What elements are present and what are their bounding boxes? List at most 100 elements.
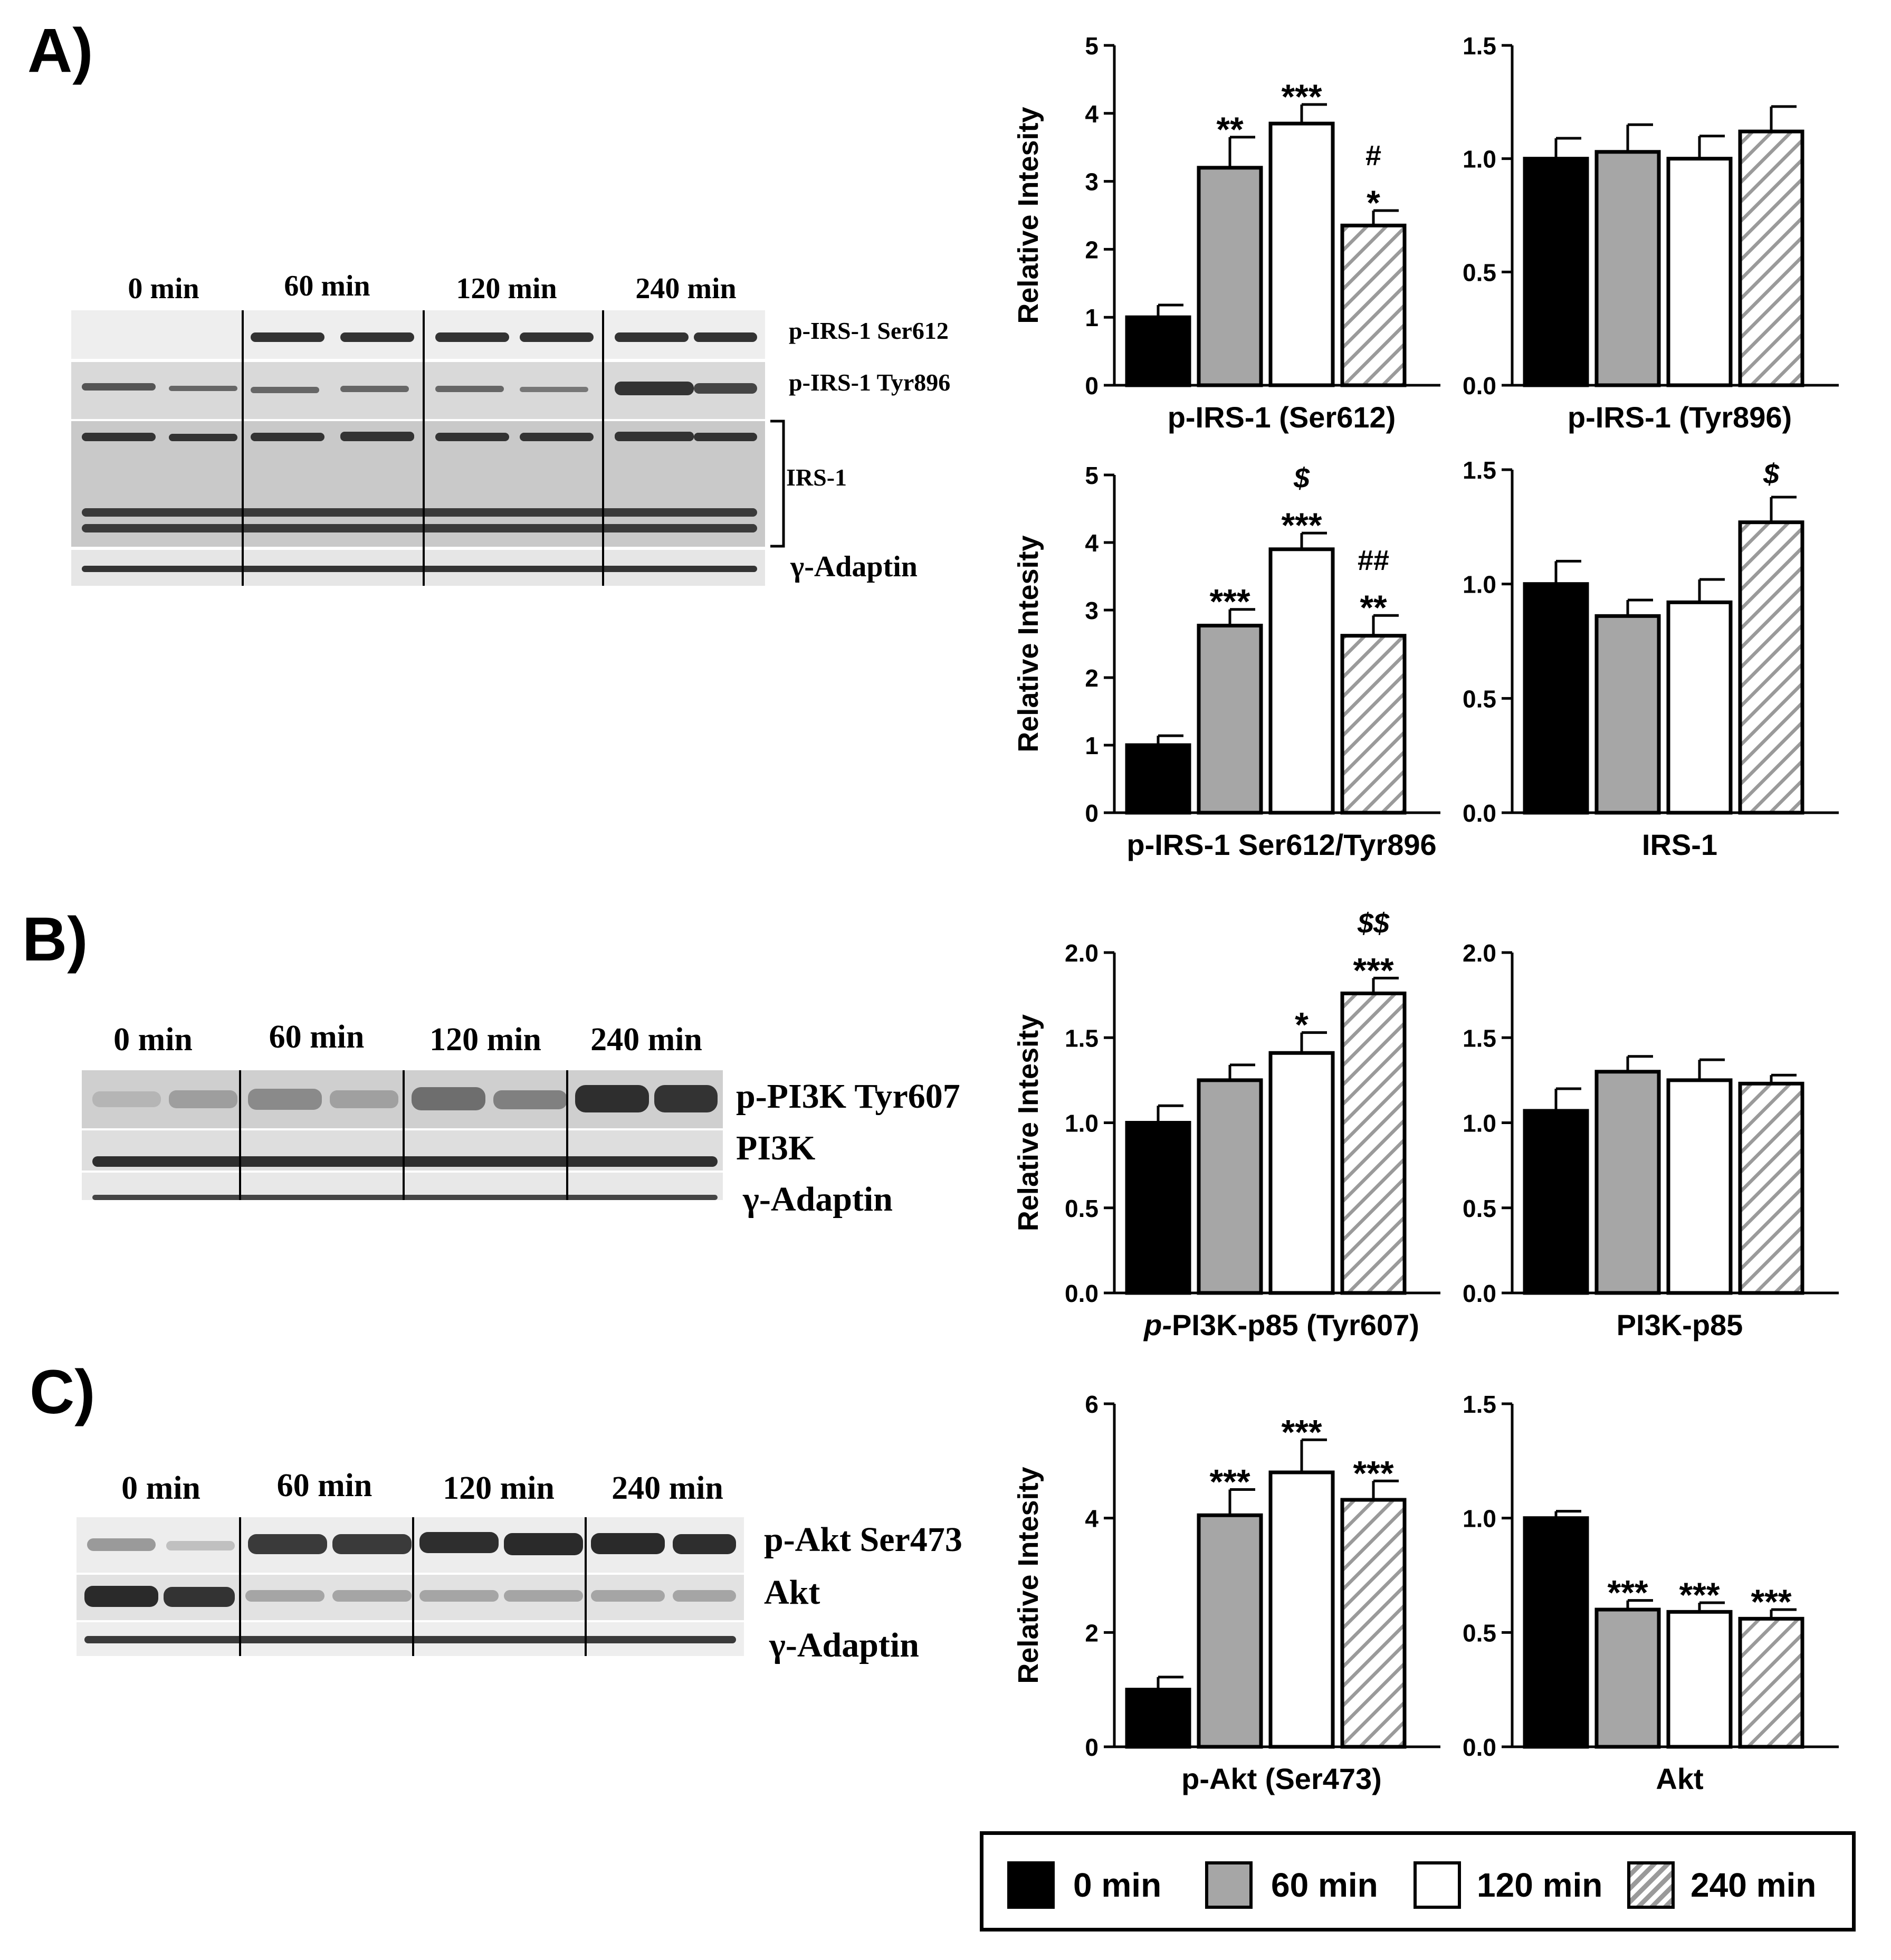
legend-swatch-60min <box>1205 1861 1253 1909</box>
chart-3-bar-120min <box>1268 547 1335 815</box>
chart-1-significance: # <box>1365 140 1381 172</box>
blot-b-band-1: p-PI3K Tyr607 <box>736 1077 960 1116</box>
blot-c-band-1: p-Akt Ser473 <box>764 1520 962 1559</box>
blot-b-time-60: 60 min <box>269 1019 365 1055</box>
blot-c-time-0: 0 min <box>121 1470 200 1506</box>
chart-1-significance: *** <box>1281 77 1322 116</box>
chart-1-significance: ** <box>1216 110 1244 149</box>
blot-a-time-120: 120 min <box>456 272 557 305</box>
chart-2-tick-label: 0.0 <box>1463 372 1496 399</box>
chart-3-bar-60min <box>1197 623 1263 815</box>
legend-swatch-240min <box>1627 1861 1675 1909</box>
chart-4-significance: $ <box>1763 458 1780 490</box>
chart-4-tick-label: 0.0 <box>1463 800 1496 827</box>
chart-5-significance: *** <box>1353 950 1393 989</box>
chart-3-xlabel: p-IRS-1 Ser612/Tyr896 <box>1126 828 1436 861</box>
chart-4-tick-label: 1.5 <box>1463 456 1496 484</box>
chart-8-tick-label: 0.5 <box>1463 1619 1496 1647</box>
chart-1-tick-label: 0 <box>1085 372 1099 399</box>
chart-5-significance: $$ <box>1357 907 1390 939</box>
legend-label-240min: 240 min <box>1691 1866 1817 1904</box>
blot-a-time-0: 0 min <box>128 272 199 305</box>
blot-c-band-3: γ-Adaptin <box>769 1626 919 1664</box>
chart-5-bar-0min <box>1125 1121 1191 1295</box>
blot-c-band-2: Akt <box>764 1573 820 1612</box>
chart-1-tick-label: 5 <box>1085 32 1099 60</box>
blot-b-time-0: 0 min <box>113 1022 193 1058</box>
chart-7-tick-label: 2 <box>1085 1619 1099 1647</box>
chart-3-significance: ## <box>1358 545 1389 576</box>
blot-c-time-60: 60 min <box>276 1468 373 1504</box>
blot-a-time-60: 60 min <box>284 270 370 302</box>
chart-8-tick-label: 1.5 <box>1463 1391 1496 1418</box>
chart-7-significance: *** <box>1209 1462 1250 1501</box>
chart-3-tick-label: 2 <box>1085 664 1099 692</box>
chart-5-significance: * <box>1295 1005 1309 1044</box>
chart-4-bar-120min <box>1666 600 1733 815</box>
chart-6-bar-120min <box>1666 1078 1733 1295</box>
legend-label-0min: 0 min <box>1073 1866 1162 1904</box>
chart-5-tick-label: 0.5 <box>1065 1195 1099 1222</box>
chart-2-xlabel: p-IRS-1 (Tyr896) <box>1568 401 1792 434</box>
chart-1-significance: * <box>1367 183 1380 222</box>
chart-4-bar-240min <box>1738 520 1804 815</box>
blot-b-bands <box>92 1070 718 1200</box>
chart-6-bar-240min <box>1738 1081 1804 1295</box>
blot-b-time-120: 120 min <box>429 1022 541 1058</box>
chart-1-ylabel: Relative Intesity <box>1013 107 1044 324</box>
chart-1-xlabel: p-IRS-1 (Ser612) <box>1168 401 1396 434</box>
chart-3-significance: $ <box>1293 462 1310 494</box>
chart-8-bar-120min <box>1666 1610 1733 1749</box>
chart-7-xlabel: p-Akt (Ser473) <box>1181 1762 1382 1795</box>
chart-5-bar-240min <box>1340 991 1407 1295</box>
blot-a-band-2: p-IRS-1 Tyr896 <box>789 369 951 396</box>
chart-6-tick-label: 0.5 <box>1463 1195 1496 1222</box>
chart-3-significance: ** <box>1360 588 1387 627</box>
blot-b-time-240: 240 min <box>590 1022 702 1058</box>
chart-3-bar-240min <box>1340 634 1407 815</box>
chart-3-significance: *** <box>1281 506 1322 545</box>
chart-4-xlabel: IRS-1 <box>1642 828 1717 861</box>
chart-5-tick-label: 1.5 <box>1065 1024 1099 1052</box>
blot-b-band-3: γ-Adaptin <box>743 1180 893 1219</box>
chart-1-bar-0min <box>1125 315 1191 387</box>
chart-6-bar-60min <box>1594 1070 1661 1295</box>
chart-7-bar-120min <box>1268 1470 1335 1749</box>
chart-2-bar-60min <box>1594 150 1661 387</box>
chart-1-tick-label: 3 <box>1085 168 1099 196</box>
chart-7-bar-240min <box>1340 1498 1407 1749</box>
chart-4-tick-label: 0.5 <box>1463 685 1496 712</box>
chart-2-bar-240min <box>1738 129 1804 387</box>
blot-c-time-240: 240 min <box>612 1470 723 1506</box>
chart-3-bar-0min <box>1125 743 1191 815</box>
chart-1-tick-label: 4 <box>1085 100 1099 128</box>
chart-5-tick-label: 0.0 <box>1065 1280 1099 1307</box>
chart-1-tick-label: 1 <box>1085 304 1099 331</box>
chart-5-bar-120min <box>1268 1051 1335 1295</box>
chart-8-significance: *** <box>1679 1575 1720 1614</box>
chart-6-bar-0min <box>1523 1109 1589 1295</box>
chart-7-tick-label: 6 <box>1085 1391 1099 1418</box>
panel-a-label: A) <box>27 16 93 85</box>
chart-6-tick-label: 0.0 <box>1463 1280 1496 1307</box>
panel-b-label: B) <box>22 905 88 974</box>
chart-7-significance: *** <box>1281 1412 1322 1451</box>
chart-6-xlabel: PI3K-p85 <box>1617 1308 1743 1341</box>
legend: 0 min 60 min 120 min 240 min <box>980 1831 1856 1932</box>
irs1-bracket <box>770 420 785 548</box>
chart-1-bar-120min <box>1268 121 1335 387</box>
chart-4-tick-label: 1.0 <box>1463 571 1496 598</box>
chart-2-tick-label: 1.0 <box>1463 146 1496 173</box>
chart-8-bar-240min <box>1738 1616 1804 1749</box>
chart-8-bar-60min <box>1594 1607 1661 1749</box>
legend-label-60min: 60 min <box>1271 1866 1378 1904</box>
chart-4-bar-0min <box>1523 582 1589 815</box>
chart-1-bar-240min <box>1340 223 1407 387</box>
chart-2-tick-label: 1.5 <box>1463 32 1496 60</box>
chart-8-tick-label: 0.0 <box>1463 1734 1496 1761</box>
chart-3-tick-label: 0 <box>1085 800 1099 827</box>
chart-4-bar-60min <box>1594 614 1661 815</box>
chart-7-tick-label: 0 <box>1085 1734 1099 1761</box>
panel-c-label: C) <box>30 1357 95 1427</box>
